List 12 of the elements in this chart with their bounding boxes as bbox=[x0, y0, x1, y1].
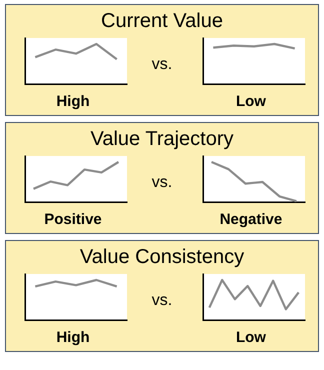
text: vs. bbox=[152, 174, 172, 191]
x-axis-title: High bbox=[56, 329, 90, 346]
x-axis-title: High bbox=[56, 93, 90, 110]
chart-title: Current Value bbox=[101, 9, 223, 33]
x-axis-title: Negative bbox=[220, 211, 282, 228]
x-axis-title: Low bbox=[236, 329, 266, 346]
x-axis-title: Positive bbox=[44, 211, 102, 228]
chart-title: Value Consistency bbox=[80, 245, 244, 269]
text: vs. bbox=[152, 56, 172, 73]
chart-title: Value Trajectory bbox=[90, 127, 234, 151]
text: vs. bbox=[152, 292, 172, 309]
x-axis-title: Low bbox=[236, 93, 266, 110]
